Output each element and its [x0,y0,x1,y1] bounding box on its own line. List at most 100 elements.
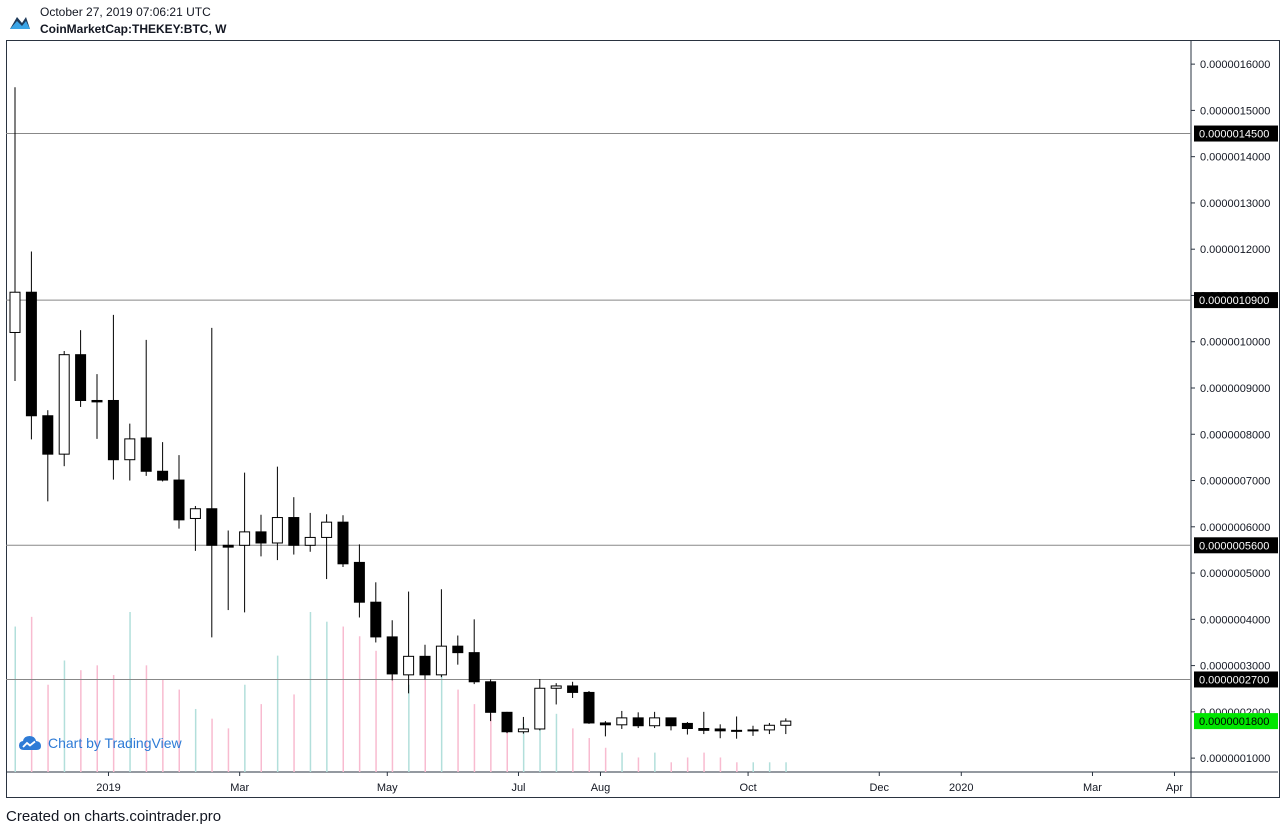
candle-up[interactable] [58,354,70,455]
hline-price-label: 0.0000002700 [1199,674,1269,686]
candle-down[interactable] [255,531,267,544]
candle-down[interactable] [731,729,743,732]
candle-up[interactable] [239,531,251,546]
y-tick-label: 0.0000006000 [1200,522,1270,534]
hline-price-label-bg [1194,537,1278,554]
volume-bar [375,650,377,772]
volume-bar [719,757,722,772]
y-tick-label: 0.0000001000 [1200,753,1270,765]
candle-down[interactable] [501,711,513,733]
candle-down[interactable] [468,652,480,683]
candle-up[interactable] [321,521,333,538]
candle-down[interactable] [206,508,218,546]
volume-bar [752,762,754,772]
x-tick-label: 2020 [949,782,973,794]
candle-down[interactable] [714,728,726,732]
chart-frame [6,40,1280,798]
candle-down[interactable] [157,470,169,481]
volume-bar [194,708,197,772]
y-tick-label: 0.0000009000 [1200,383,1270,395]
candle-up[interactable] [616,717,628,726]
candle-down[interactable] [75,354,87,401]
candle-up[interactable] [780,720,792,726]
candle-down[interactable] [485,681,497,713]
candle-down[interactable] [337,521,349,565]
candle-down[interactable] [222,544,234,548]
candle-down[interactable] [288,517,300,546]
candle-up[interactable] [517,728,529,733]
y-tick-label: 0.0000012000 [1200,244,1270,256]
volume-bar [408,684,410,772]
candle-down[interactable] [173,479,185,521]
candle-down[interactable] [665,717,677,727]
candle-up[interactable] [304,536,316,546]
volume-bar [14,626,16,772]
candle-down[interactable] [698,728,710,731]
tradingview-logo-icon [9,9,31,31]
tradingview-cloud-icon [19,736,41,750]
y-tick-label: 0.0000005000 [1200,568,1270,580]
candle-up[interactable] [124,438,136,461]
y-tick-label: 0.0000013000 [1200,198,1270,210]
candle-down[interactable] [567,685,579,693]
y-tick-label: 0.0000007000 [1200,476,1270,488]
candle-down[interactable] [91,399,103,403]
volume-bar [260,704,262,772]
candle-down[interactable] [370,601,382,638]
volume-bar [47,684,49,772]
hline-price-label-bg [1194,292,1278,309]
volume-bar [588,738,590,772]
candle-down[interactable] [386,636,398,675]
volume-bar [96,665,98,772]
candle-up[interactable] [189,508,201,519]
y-tick-label: 0.0000004000 [1200,614,1270,626]
x-tick-label: 2019 [96,782,120,794]
candle-down[interactable] [353,561,365,603]
volume-bar [129,612,131,772]
candle-up[interactable] [550,685,562,689]
candle-down[interactable] [140,437,152,472]
chart-symbol: CoinMarketCap:THEKEY:BTC, W [40,22,227,36]
x-tick-label: Dec [869,782,889,794]
candle-up[interactable] [747,729,759,732]
volume-bar [63,660,66,772]
candle-down[interactable] [632,717,644,727]
candle-down[interactable] [583,691,595,724]
volume-bar [686,757,689,772]
candle-up[interactable] [9,291,21,333]
candle-down[interactable] [42,415,54,455]
candle-down[interactable] [599,722,611,726]
footer-credit: Created on charts.cointrader.pro [6,808,222,825]
watermark-text: Chart by TradingView [48,735,182,751]
hline-price-label: 0.0000005600 [1199,540,1269,552]
volume-bar [424,679,426,772]
y-tick-label: 0.0000008000 [1200,429,1270,441]
volume-bar [785,762,787,772]
volume-bar [244,684,246,772]
candle-up[interactable] [763,724,775,731]
tradingview-watermark[interactable]: Chart by TradingView [18,731,182,755]
candle-up[interactable] [403,655,415,676]
volume-bar [309,612,312,772]
candlestick-chart[interactable]: 0.00000010000.00000020000.00000030000.00… [6,41,1278,797]
volume-bar [670,762,672,772]
hline-price-label-bg [1194,671,1278,688]
candle-up[interactable] [649,717,661,727]
candle-up[interactable] [435,645,447,676]
hline-price-label-bg [1194,125,1278,142]
candle-down[interactable] [681,722,693,730]
x-tick-label: Oct [740,782,757,794]
candle-down[interactable] [25,291,37,417]
candle-up[interactable] [534,687,546,730]
current-price-label: 0.0000001800 [1199,716,1269,728]
volume-bar [293,694,295,772]
candle-down[interactable] [107,399,119,461]
volume-bar [654,752,656,772]
volume-bar [637,757,640,772]
candle-down[interactable] [452,645,464,654]
candle-up[interactable] [271,517,283,544]
volume-bar [522,723,525,772]
volume-bar [145,665,148,772]
volume-bar [391,675,394,772]
candle-down[interactable] [419,655,431,676]
